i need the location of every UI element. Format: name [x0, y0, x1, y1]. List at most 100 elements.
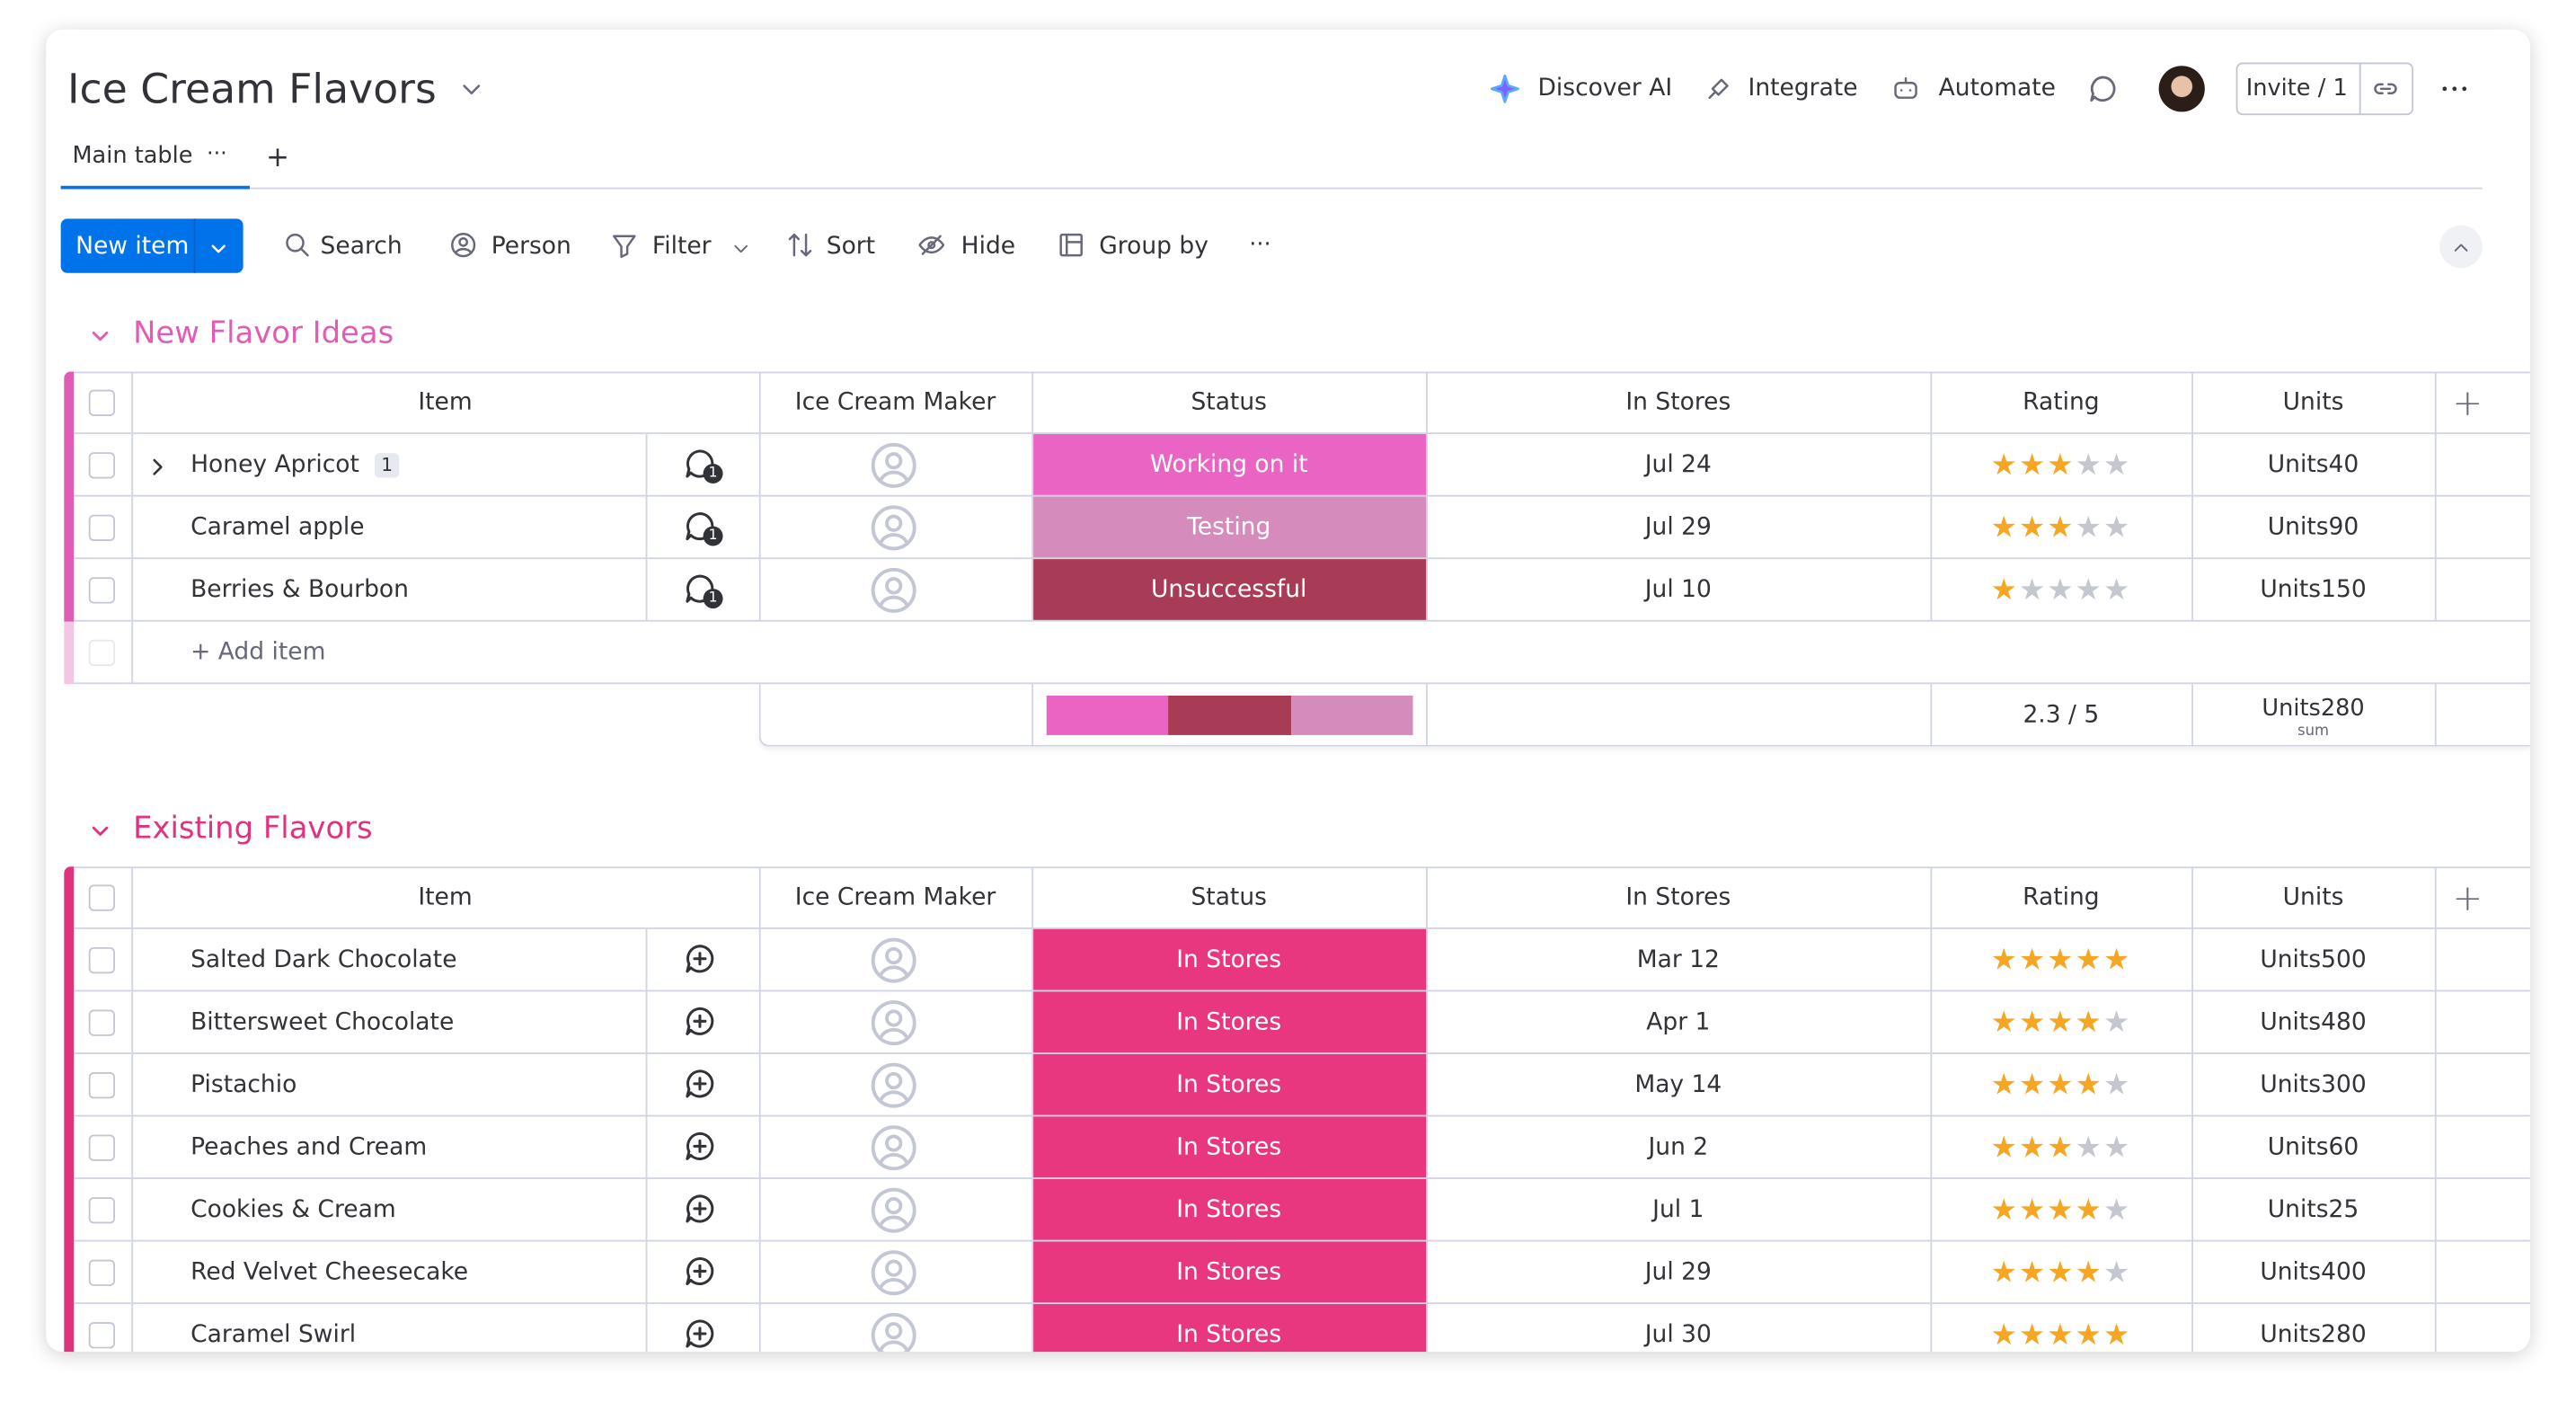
- item-name[interactable]: Caramel Swirl: [190, 1322, 357, 1349]
- checkbox[interactable]: [88, 1197, 115, 1224]
- item-name[interactable]: Honey Apricot: [190, 452, 359, 479]
- status-cell[interactable]: [1033, 434, 1427, 495]
- item-name[interactable]: Red Velvet Cheesecake: [190, 1259, 469, 1286]
- checkbox[interactable]: [88, 452, 115, 479]
- rating[interactable]: ★★★★★: [1990, 448, 2131, 483]
- toolbar-item[interactable]: Filter: [651, 233, 712, 261]
- invite-label[interactable]: Invite / 1: [2245, 75, 2348, 102]
- checkbox[interactable]: [88, 577, 115, 604]
- person-placeholder[interactable]: [871, 567, 916, 613]
- add-item[interactable]: + Add item: [190, 639, 326, 667]
- toolbar-item[interactable]: Sort: [826, 233, 876, 261]
- tab-add[interactable]: +: [265, 141, 290, 174]
- add-update-icon[interactable]: [682, 1128, 718, 1164]
- checkbox[interactable]: [88, 514, 115, 542]
- status-cell[interactable]: [1033, 1053, 1427, 1115]
- add-update-icon[interactable]: [682, 1066, 718, 1102]
- expand-subitems[interactable]: [146, 454, 170, 477]
- new-item-chevron[interactable]: [207, 235, 230, 259]
- updates-icon[interactable]: [682, 508, 718, 544]
- item-name[interactable]: Caramel apple: [190, 514, 365, 542]
- title-chevron[interactable]: [456, 74, 486, 103]
- collapse-button[interactable]: [2439, 225, 2483, 269]
- link-icon[interactable]: [2371, 74, 2401, 103]
- add-update-icon[interactable]: [682, 941, 718, 977]
- updates-icon[interactable]: [682, 446, 718, 482]
- status-cell[interactable]: [1033, 1241, 1427, 1303]
- toolbar-item[interactable]: Group by: [1099, 233, 1208, 261]
- item-name[interactable]: Bittersweet Chocolate: [190, 1009, 455, 1036]
- collapse-icon[interactable]: [2449, 235, 2473, 259]
- add-update-icon[interactable]: [682, 1253, 718, 1289]
- person-placeholder[interactable]: [871, 1187, 916, 1233]
- status-cell[interactable]: [1033, 1178, 1427, 1240]
- status-cell[interactable]: [1033, 559, 1427, 620]
- rating[interactable]: ★★★★★: [1990, 1318, 2131, 1353]
- add-update-icon[interactable]: [682, 1003, 718, 1039]
- updates-icon[interactable]: [682, 571, 718, 607]
- updates-icon[interactable]: [2086, 73, 2120, 106]
- person-placeholder[interactable]: [871, 1250, 916, 1296]
- status-cell[interactable]: [1033, 1304, 1427, 1353]
- add-update-icon[interactable]: [682, 1191, 718, 1227]
- more-icon[interactable]: [2438, 73, 2471, 106]
- status-cell[interactable]: [1033, 496, 1427, 558]
- invite-button[interactable]: [2235, 62, 2414, 116]
- checkbox[interactable]: [88, 1134, 115, 1161]
- checkbox[interactable]: [88, 1009, 115, 1036]
- rating[interactable]: ★★★★★: [1990, 1256, 2131, 1290]
- toolbar-icon[interactable]: [916, 230, 946, 260]
- group-title[interactable]: New Flavor Ideas: [133, 316, 394, 351]
- status-cell[interactable]: [1033, 1116, 1427, 1178]
- checkbox[interactable]: [88, 1322, 115, 1349]
- rating[interactable]: ★★★★★: [1990, 1068, 2131, 1102]
- add-update-icon[interactable]: [682, 1316, 718, 1352]
- toolbar-icon[interactable]: [785, 230, 815, 260]
- rating[interactable]: ★★★★★: [1990, 573, 2131, 608]
- person-placeholder[interactable]: [871, 1062, 916, 1108]
- rating[interactable]: ★★★★★: [1990, 943, 2131, 977]
- tab-more[interactable]: ···: [207, 142, 227, 167]
- status-cell[interactable]: [1033, 928, 1427, 990]
- checkbox[interactable]: [88, 1259, 115, 1286]
- checkbox[interactable]: [88, 884, 115, 911]
- item-name[interactable]: Berries & Bourbon: [190, 577, 409, 604]
- item-name[interactable]: Salted Dark Chocolate: [190, 946, 457, 974]
- group-chevron[interactable]: [87, 817, 113, 843]
- new-item-label[interactable]: New item: [75, 233, 190, 261]
- integrate[interactable]: Integrate: [1748, 75, 1858, 102]
- toolbar-icon[interactable]: [283, 230, 313, 260]
- status-cell[interactable]: [1033, 991, 1427, 1053]
- checkbox[interactable]: [88, 946, 115, 974]
- checkbox[interactable]: [88, 639, 115, 667]
- person-placeholder[interactable]: [871, 1000, 916, 1046]
- add-column[interactable]: +: [2452, 384, 2483, 426]
- rating[interactable]: ★★★★★: [1990, 1194, 2131, 1228]
- person-placeholder[interactable]: [871, 937, 916, 983]
- group-chevron[interactable]: [87, 323, 113, 349]
- discover-ai[interactable]: Discover AI: [1537, 75, 1673, 102]
- checkbox[interactable]: [88, 1072, 115, 1099]
- toolbar-item[interactable]: Search: [320, 233, 403, 261]
- person-placeholder[interactable]: [871, 1125, 916, 1171]
- automate[interactable]: Automate: [1938, 75, 2056, 102]
- group-title[interactable]: Existing Flavors: [133, 812, 373, 847]
- avatar[interactable]: [2158, 66, 2205, 112]
- toolbar-item[interactable]: Hide: [960, 233, 1016, 261]
- person-placeholder[interactable]: [871, 442, 916, 488]
- checkbox[interactable]: [88, 389, 115, 416]
- toolbar-item[interactable]: Person: [491, 233, 571, 261]
- person-placeholder[interactable]: [871, 1312, 916, 1353]
- item-name[interactable]: Cookies & Cream: [190, 1197, 396, 1224]
- rating[interactable]: ★★★★★: [1990, 1006, 2131, 1040]
- item-name[interactable]: Peaches and Cream: [190, 1134, 428, 1161]
- item-name[interactable]: Pistachio: [190, 1072, 297, 1099]
- rating[interactable]: ★★★★★: [1990, 1131, 2131, 1165]
- rating[interactable]: ★★★★★: [1990, 510, 2131, 545]
- tab-main-table[interactable]: Main table: [72, 143, 193, 170]
- toolbar-icon[interactable]: [1057, 230, 1086, 260]
- toolbar-icon[interactable]: [448, 230, 478, 260]
- toolbar-icon[interactable]: [609, 230, 639, 260]
- add-column[interactable]: +: [2452, 879, 2483, 920]
- toolbar-more[interactable]: ···: [1249, 232, 1271, 259]
